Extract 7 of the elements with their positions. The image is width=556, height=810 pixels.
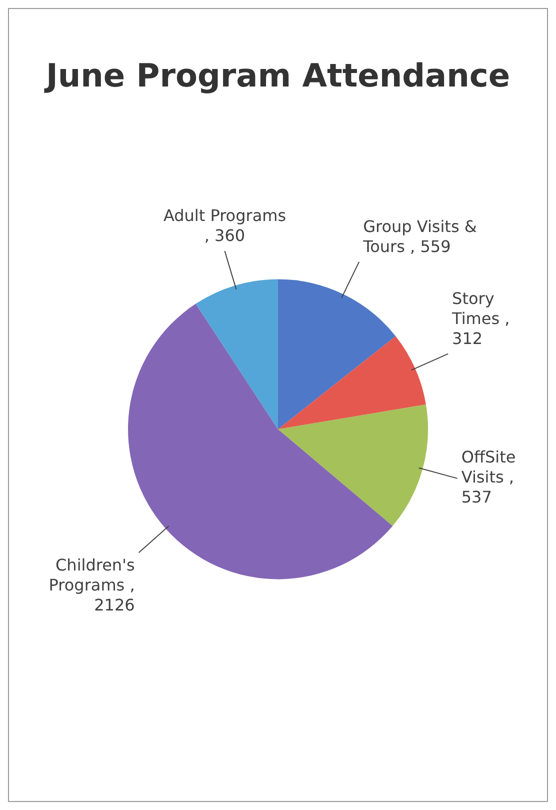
slice-label: Group Visits & Tours , 559 <box>362 216 477 256</box>
chart-title: June Program Attendance <box>44 56 510 95</box>
slice-label: OffSite Visits , 537 <box>461 448 516 507</box>
slice-label: Story Times , 312 <box>451 289 510 348</box>
data-label: , 360 <box>204 226 246 246</box>
slice-label: Adult Programs <box>163 206 286 226</box>
slice-label: Children's Programs , 2126 <box>48 556 135 615</box>
